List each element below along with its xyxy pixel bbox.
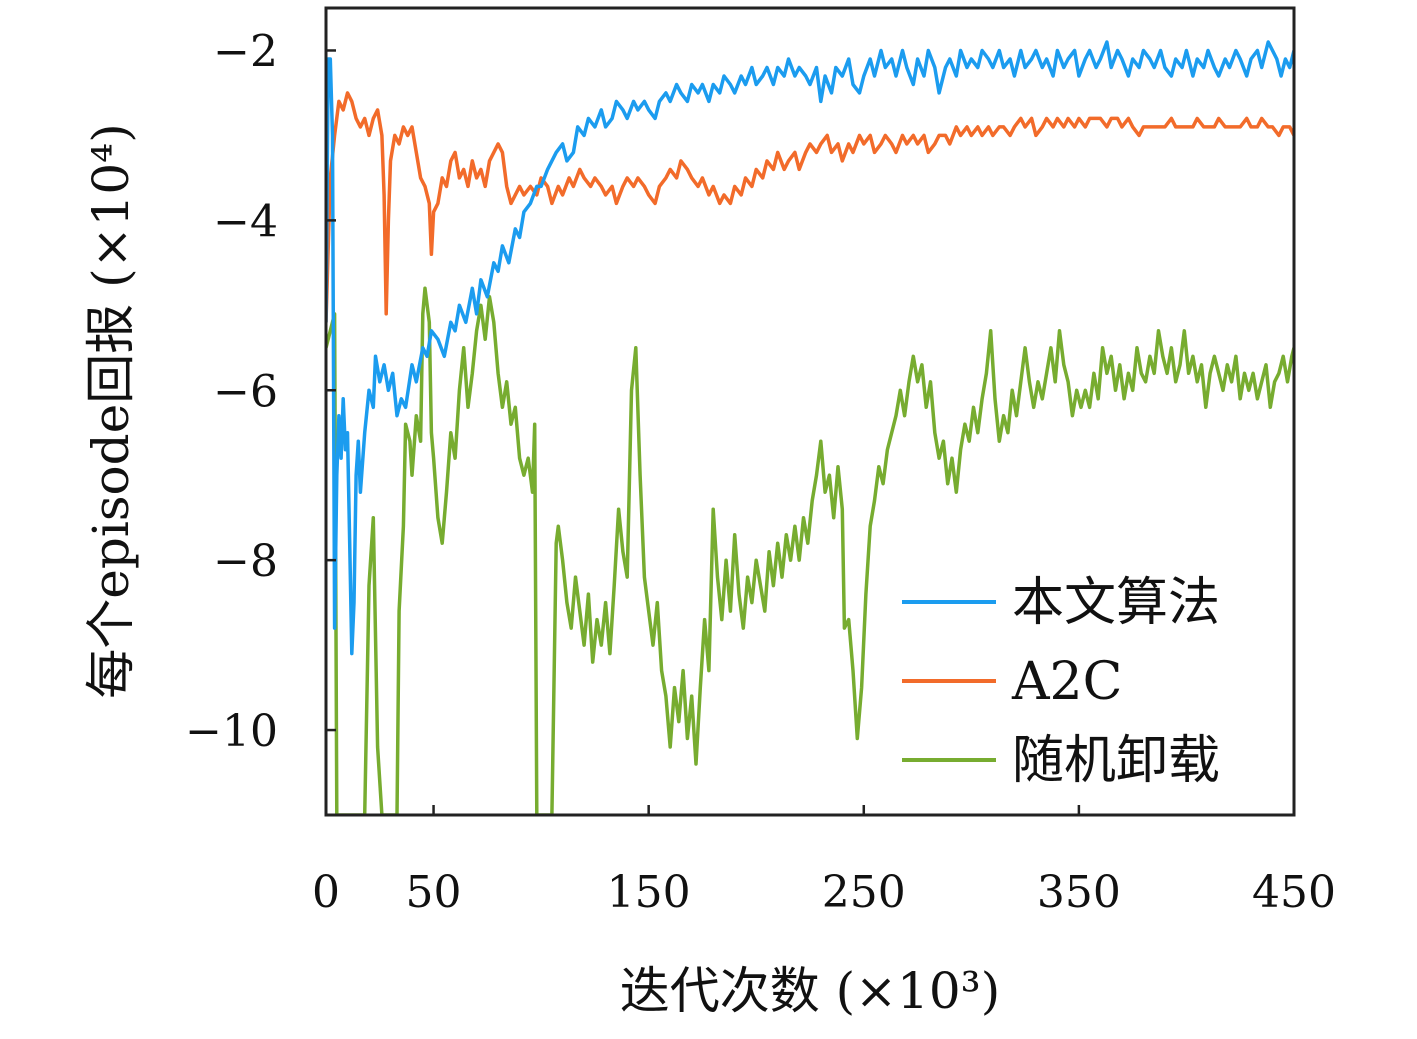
series-layer (326, 40, 1294, 815)
x-tick-label: 50 (406, 867, 462, 918)
legend-label-a2c: A2C (1011, 652, 1122, 712)
y-tick-label: −10 (185, 706, 278, 757)
legend: 本文算法 A2C 随机卸载 (902, 573, 1220, 791)
x-tick-label: 150 (607, 867, 691, 918)
series-line-ours (326, 40, 1294, 656)
y-tick-label: −8 (213, 536, 278, 587)
y-tick-label: −4 (213, 196, 278, 247)
series-line-a2c (326, 91, 1294, 323)
series-line-random (326, 286, 1294, 815)
y-tick-label: −6 (213, 366, 278, 417)
x-tick-label: 0 (312, 867, 340, 918)
y-axis-label: 每个episode回报 (×10⁴) (82, 123, 140, 698)
legend-label-ours: 本文算法 (1012, 573, 1220, 633)
x-axis-label: 迭代次数 (×10³) (620, 962, 1000, 1020)
x-tick-label: 450 (1252, 867, 1336, 918)
x-tick-label: 250 (822, 867, 906, 918)
axis-layer: 0 50 150 250 350 450 −2 −4 −6 −8 −10 (185, 26, 1336, 918)
legend-label-random: 随机卸载 (1012, 731, 1220, 791)
x-tick-label: 350 (1037, 867, 1121, 918)
plot-frame (324, 6, 1296, 817)
y-tick-label: −2 (213, 26, 278, 77)
